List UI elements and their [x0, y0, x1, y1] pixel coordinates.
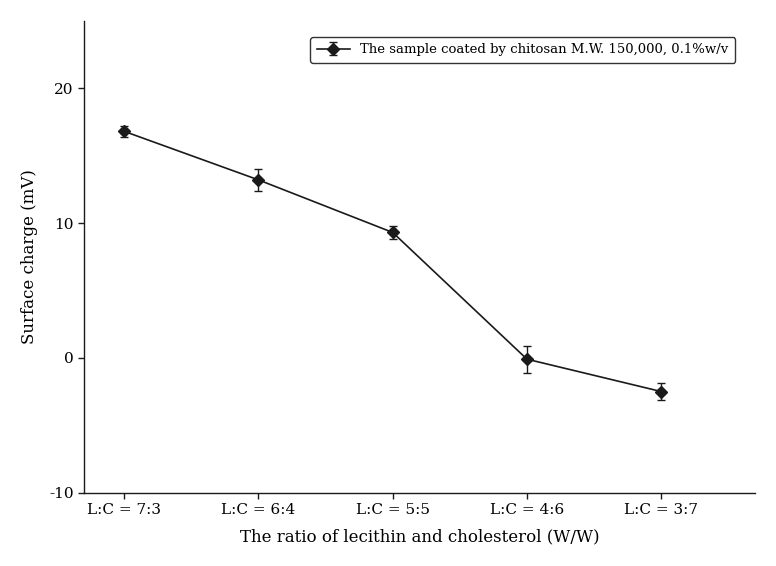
Y-axis label: Surface charge (mV): Surface charge (mV) [21, 169, 38, 344]
X-axis label: The ratio of lecithin and cholesterol (W/W): The ratio of lecithin and cholesterol (W… [240, 528, 599, 545]
Legend: The sample coated by chitosan M.W. 150,000, 0.1%w/v: The sample coated by chitosan M.W. 150,0… [310, 37, 735, 63]
